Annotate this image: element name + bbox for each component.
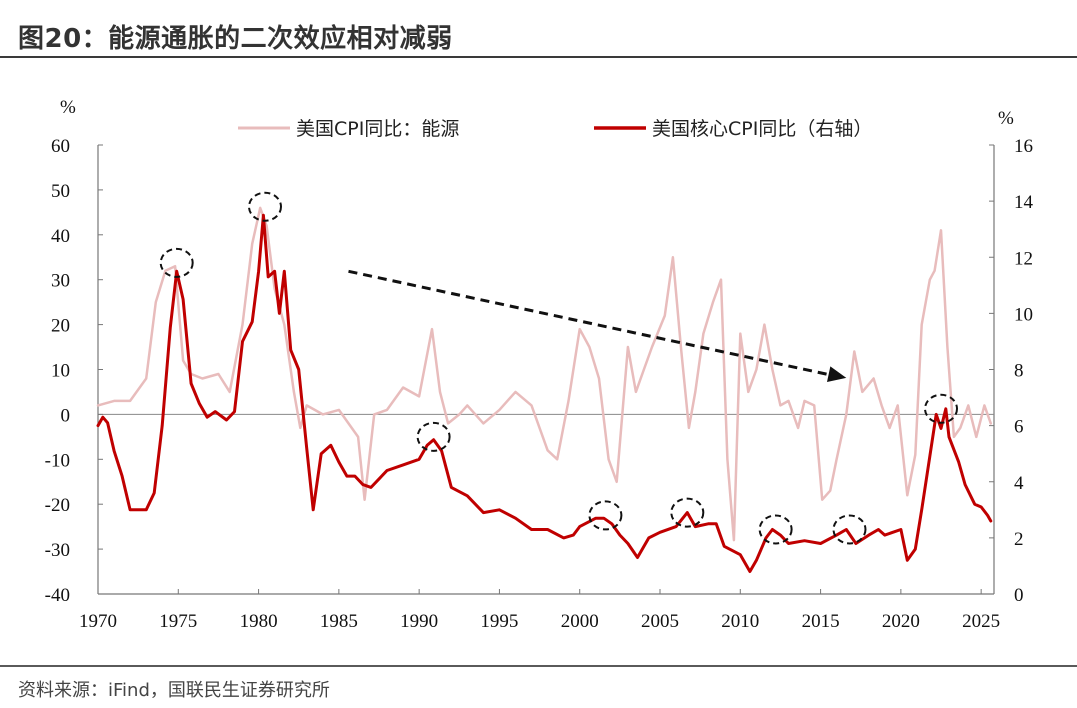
peak-circle	[924, 393, 959, 424]
peak-circle	[758, 514, 793, 545]
right-tick-label: 8	[1014, 361, 1024, 382]
right-tick-label: 12	[1014, 248, 1033, 269]
x-tick-label: 1995	[480, 611, 518, 632]
left-tick-label: 0	[61, 405, 71, 426]
source-note: 资料来源：iFind，国联民生证券研究所	[18, 680, 330, 701]
left-tick-label: 40	[51, 226, 70, 247]
left-tick-label: 60	[51, 136, 70, 157]
left-tick-label: -10	[45, 450, 70, 471]
peak-circle	[159, 247, 194, 278]
x-tick-label: 2025	[962, 611, 1000, 632]
x-tick-label: 2010	[721, 611, 759, 632]
left-axis-unit: %	[60, 97, 76, 118]
peak-circle	[588, 500, 623, 531]
left-tick-label: 50	[51, 181, 70, 202]
right-tick-label: 16	[1014, 136, 1033, 157]
trend-arrow-head	[826, 366, 847, 382]
title-divider	[0, 56, 1077, 58]
left-tick-label: -20	[45, 495, 70, 516]
peak-circle	[247, 191, 282, 222]
peak-circle	[832, 514, 867, 545]
legend-energy-label: 美国CPI同比：能源	[296, 118, 459, 140]
right-axis-unit: %	[998, 108, 1014, 129]
right-tick-label: 4	[1014, 473, 1024, 494]
trend-arrow-line	[348, 269, 831, 377]
peak-circle	[416, 421, 451, 452]
x-tick-label: 1970	[79, 611, 117, 632]
chart: 6050403020100-10-20-30-40%1614121086420%…	[45, 97, 1034, 632]
left-tick-label: 10	[51, 361, 70, 382]
x-tick-label: 2000	[561, 611, 599, 632]
x-tick-label: 2020	[882, 611, 920, 632]
legend-core-label: 美国核心CPI同比（右轴）	[652, 118, 872, 140]
x-tick-label: 1980	[240, 611, 278, 632]
x-tick-label: 1975	[159, 611, 197, 632]
right-tick-label: 14	[1014, 192, 1034, 213]
peak-circle	[670, 497, 705, 528]
right-tick-label: 6	[1014, 417, 1024, 438]
right-tick-label: 2	[1014, 529, 1024, 550]
energy-cpi-line	[96, 206, 993, 542]
core-cpi-line	[96, 213, 993, 573]
left-tick-label: -30	[45, 540, 70, 561]
right-tick-label: 10	[1014, 304, 1033, 325]
x-tick-label: 1985	[320, 611, 358, 632]
x-tick-label: 1990	[400, 611, 438, 632]
left-tick-label: -40	[45, 585, 70, 606]
x-tick-label: 2015	[802, 611, 840, 632]
x-tick-label: 2005	[641, 611, 679, 632]
left-tick-label: 30	[51, 271, 70, 292]
right-tick-label: 0	[1014, 585, 1024, 606]
page-title: 图20：能源通胀的二次效应相对减弱	[18, 24, 453, 54]
left-tick-label: 20	[51, 316, 70, 337]
footer-divider	[0, 665, 1077, 667]
